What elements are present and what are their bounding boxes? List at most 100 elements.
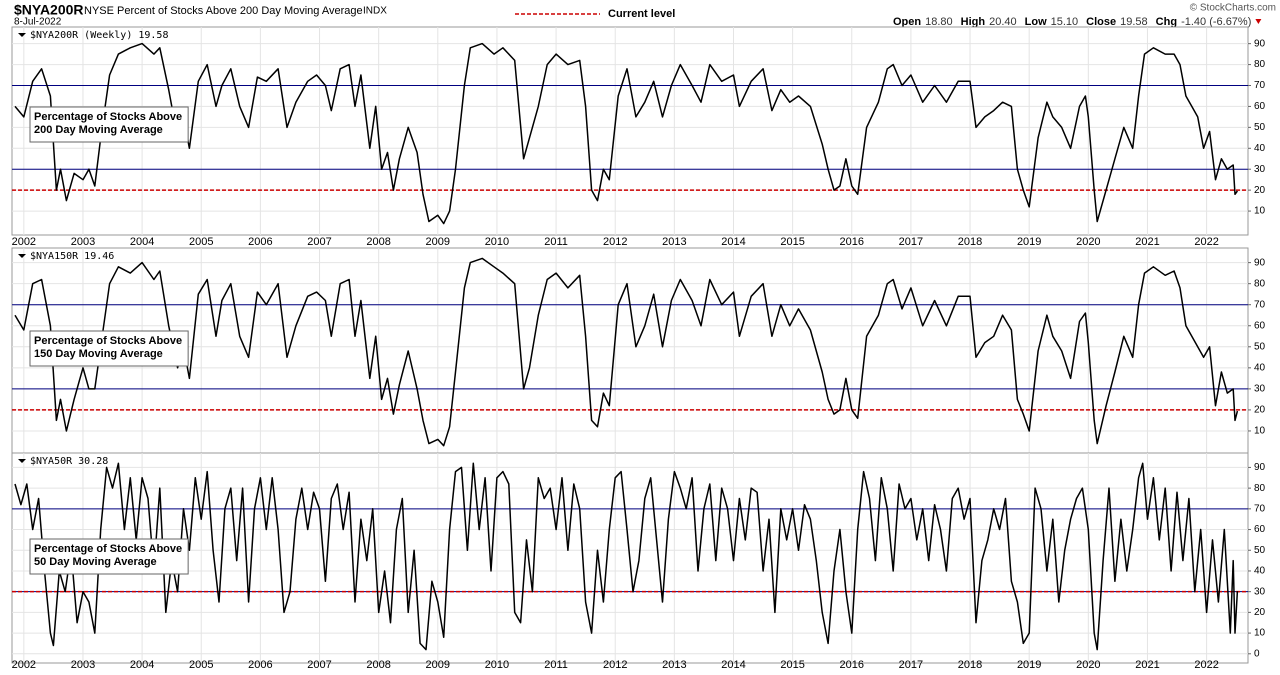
annotation-text: Percentage of Stocks Above (34, 543, 182, 555)
y-tick-label: 60 (1254, 320, 1266, 331)
y-tick-label: 50 (1254, 341, 1266, 352)
y-tick-label: 20 (1254, 607, 1266, 618)
x-tick-label: 2006 (248, 659, 272, 671)
down-arrow (1255, 19, 1262, 24)
y-tick-label: 60 (1254, 524, 1266, 535)
x-tick-label: 2012 (603, 236, 627, 248)
copyright: © StockCharts.com (1190, 3, 1276, 14)
x-tick-label: 2014 (721, 236, 745, 248)
x-tick-label: 2010 (485, 236, 509, 248)
y-tick-label: 30 (1254, 164, 1266, 175)
x-tick-label: 2021 (1135, 659, 1159, 671)
panel-label: $NYA200R (Weekly) 19.58 (30, 30, 168, 41)
x-tick-label: 2017 (899, 236, 923, 248)
annotation-text: 200 Day Moving Average (34, 124, 163, 136)
x-tick-label: 2013 (662, 659, 686, 671)
x-tick-label: 2019 (1017, 236, 1041, 248)
x-tick-label: 2003 (71, 236, 95, 248)
quote-label: High (961, 16, 986, 28)
y-tick-label: 20 (1254, 405, 1266, 416)
y-tick-label: 40 (1254, 566, 1266, 577)
panel-label: $NYA150R 19.46 (30, 251, 114, 262)
y-tick-label: 10 (1254, 206, 1266, 217)
quote-value: 19.58 (1120, 16, 1148, 28)
annotation-text: 50 Day Moving Average (34, 556, 157, 568)
label-icon (18, 254, 26, 258)
y-tick-label: 90 (1254, 257, 1266, 268)
legend-label: Current level (608, 8, 675, 20)
label-icon (18, 33, 26, 37)
panel-frame (11, 247, 1249, 456)
x-tick-label: 2005 (189, 659, 213, 671)
y-tick-label: 30 (1254, 384, 1266, 395)
x-tick-label: 2016 (840, 659, 864, 671)
x-tick-label: 2020 (1076, 659, 1100, 671)
y-tick-label: 70 (1254, 503, 1266, 514)
x-tick-label: 2013 (662, 236, 686, 248)
y-tick-label: 90 (1254, 462, 1266, 473)
quote-value: 18.80 (925, 16, 953, 28)
x-tick-label: 2022 (1194, 236, 1218, 248)
x-tick-label: 2011 (544, 236, 568, 248)
x-tick-label: 2012 (603, 659, 627, 671)
x-tick-label: 2018 (958, 659, 982, 671)
x-tick-label: 2017 (899, 659, 923, 671)
x-tick-label: 2021 (1135, 236, 1159, 248)
x-tick-label: 2018 (958, 236, 982, 248)
annotation-text: Percentage of Stocks Above (34, 335, 182, 347)
annotation-text: Percentage of Stocks Above (34, 111, 182, 123)
quote-value: 20.40 (989, 16, 1017, 28)
x-tick-label: 2015 (780, 236, 804, 248)
x-tick-label: 2008 (366, 236, 390, 248)
y-tick-label: 60 (1254, 101, 1266, 112)
series-line (14, 462, 1239, 651)
y-tick-label: 40 (1254, 143, 1266, 154)
exchange: INDX (363, 6, 387, 17)
annotation-box (29, 106, 189, 143)
x-tick-label: 2009 (426, 236, 450, 248)
y-tick-label: 70 (1254, 299, 1266, 310)
quote-label: Chg (1156, 16, 1177, 28)
x-tick-label: 2020 (1076, 236, 1100, 248)
x-tick-label: 2011 (544, 659, 568, 671)
label-icon (18, 459, 26, 463)
x-tick-label: 2004 (130, 659, 154, 671)
panel-frame (11, 26, 1249, 236)
y-tick-label: 80 (1254, 483, 1266, 494)
x-tick-label: 2022 (1194, 659, 1218, 671)
series-line (14, 257, 1239, 447)
annotation-text: 150 Day Moving Average (34, 348, 163, 360)
x-tick-label: 2019 (1017, 659, 1041, 671)
annotation-box (29, 538, 189, 575)
x-tick-label: 2004 (130, 236, 154, 248)
y-tick-label: 80 (1254, 59, 1266, 70)
y-tick-label: 20 (1254, 185, 1266, 196)
x-tick-label: 2005 (189, 236, 213, 248)
x-tick-label: 2002 (12, 236, 36, 248)
y-tick-label: 30 (1254, 586, 1266, 597)
y-tick-label: 80 (1254, 278, 1266, 289)
x-tick-label: 2015 (780, 659, 804, 671)
y-tick-label: 50 (1254, 122, 1266, 133)
x-tick-label: 2007 (307, 236, 331, 248)
y-tick-label: 90 (1254, 38, 1266, 49)
x-tick-label: 2016 (840, 236, 864, 248)
x-tick-label: 2003 (71, 659, 95, 671)
quote-value: 15.10 (1051, 16, 1079, 28)
x-tick-label: 2006 (248, 236, 272, 248)
symbol: $NYA200R (14, 2, 84, 18)
quote-label: Open (893, 16, 921, 28)
y-tick-label: 40 (1254, 362, 1266, 373)
y-tick-label: 50 (1254, 545, 1266, 556)
x-tick-label: 2010 (485, 659, 509, 671)
quote-label: Close (1086, 16, 1116, 28)
quote-value: -1.40 (-6.67%) (1181, 16, 1251, 28)
panel-label: $NYA50R 30.28 (30, 456, 108, 467)
x-tick-label: 2007 (307, 659, 331, 671)
x-tick-label: 2014 (721, 659, 745, 671)
x-tick-label: 2009 (426, 659, 450, 671)
y-tick-label: 10 (1254, 628, 1266, 639)
quote-label: Low (1025, 16, 1047, 28)
